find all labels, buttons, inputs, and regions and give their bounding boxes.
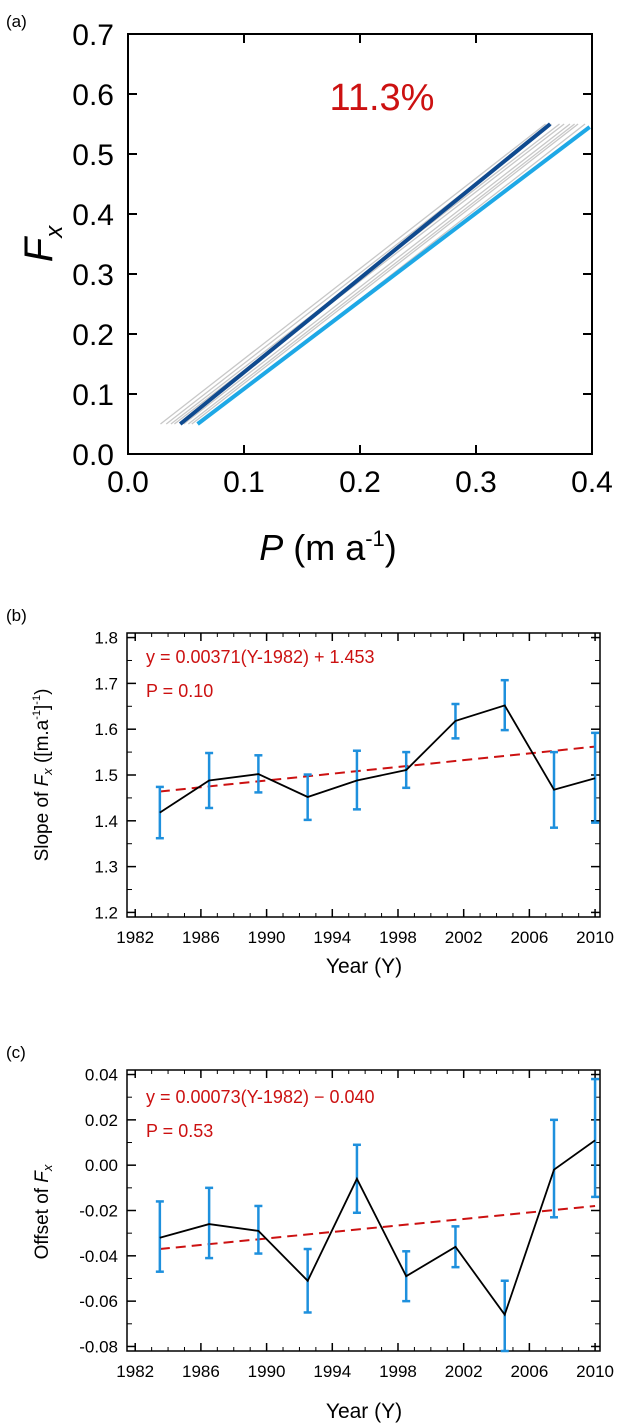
panel-a-light-blue-line [196, 125, 591, 426]
panel-c-x-tick-label: 1998 [379, 1362, 417, 1381]
panel-c-p-value: P = 0.53 [146, 1121, 213, 1141]
panel-a-gray-line [160, 123, 546, 425]
panel-b-data-line [159, 704, 596, 814]
panel-b-x-tick-label: 1998 [379, 928, 417, 947]
panel-b-x-axis-label: Year (Y) [326, 955, 402, 978]
panel-c-y-tick-label: 0.00 [85, 1156, 118, 1175]
panel-a-ticks: 0.0 0.1 0.2 0.3 0.4 0.0 0.1 0.2 0.3 0.4 0.5 0.6 0.7 [72, 19, 613, 499]
panel-a-y-tick-label: 0.4 [72, 199, 114, 232]
panel-c-x-tick-label: 2010 [576, 1362, 614, 1381]
panel-b-y-tick-label: 1.5 [94, 766, 118, 785]
panel-b-y-axis-label: Slope of Fx ([m.a-1]-1) [31, 689, 55, 862]
panel-a-y-tick-label: 0.2 [72, 319, 114, 352]
panel-c-error-bar [591, 1077, 600, 1199]
panel-a-y-tick-label: 0.6 [72, 79, 114, 112]
panel-b-y-tick-label: 1.7 [94, 674, 118, 693]
panel-c-x-tick-label: 1994 [313, 1362, 351, 1381]
panel-c-x-tick-label: 2002 [445, 1362, 483, 1381]
panel-c-x-tick-label: 2006 [510, 1362, 548, 1381]
panel-c-x-axis-label: Year (Y) [326, 1400, 402, 1423]
panel-a-y-tick-label: 0.7 [72, 19, 114, 52]
panel-b-p-value: P = 0.10 [146, 681, 213, 701]
panel-c-error-bar [550, 1118, 559, 1219]
panel-b-plot-frame [126, 632, 601, 918]
panel-b-x-tick-label: 1994 [313, 928, 351, 947]
panel-a-y-axis-label: Fx [17, 225, 68, 262]
panel-b-x-tick-label: 1990 [248, 928, 286, 947]
panel-b-x-tick-label: 2010 [576, 928, 614, 947]
panel-c-x-tick-label: 1990 [248, 1362, 286, 1381]
panel-c-x-tick-label: 1986 [182, 1362, 220, 1381]
panel-c-y-axis-label: Offset of Fx [32, 1164, 55, 1259]
panel-c-error-bar [155, 1200, 164, 1273]
panel-a-dark-blue-line [178, 122, 552, 426]
panel-b: (b) 1982 1986 1990 1994 1998 2002 2006 20101.21… [6, 606, 614, 978]
panel-a-x-tick-label: 0.2 [339, 466, 381, 499]
panel-c-y-tick-label: -0.06 [79, 1292, 118, 1311]
panel-a-x-axis-label: P (m a-1) [259, 526, 397, 568]
panel-c-error-bar [254, 1204, 263, 1255]
panel-c-trend-line [159, 1204, 596, 1251]
panel-b-x-tick-label: 2006 [510, 928, 548, 947]
panel-b-y-tick-label: 1.4 [94, 812, 118, 831]
panel-b-trend-line [159, 745, 596, 793]
panel-a-gray-line [191, 123, 579, 425]
panel-a-x-tick-label: 0.4 [571, 466, 613, 499]
panel-b-x-tick-label: 1986 [182, 928, 220, 947]
panel-c-data-line [159, 1139, 596, 1317]
panel-a: (a) 0.0 0.1 0.2 0.3 0.4 0.0 0.1 0.2 0.3 0.4 0.5 0.6… [6, 12, 613, 568]
panel-c-y-tick-label: -0.02 [79, 1202, 118, 1221]
panel-a-label: (a) [6, 12, 27, 31]
panel-a-y-tick-label: 0.3 [72, 259, 114, 292]
panel-a-gray-line [187, 123, 575, 425]
panel-a-gray-line [183, 123, 571, 425]
panel-c: (c) 1982 1986 1990 1994 1998 2002 2006 2010 -0.0… [6, 1043, 614, 1423]
panel-b-ticks: 1982 1986 1990 1994 1998 2002 2006 2010 1.2 1.3 1.… [94, 629, 614, 947]
panel-b-error-bar [591, 731, 600, 824]
panel-a-y-tick-label: 0.5 [72, 139, 114, 172]
panel-b-y-tick-label: 1.8 [94, 629, 118, 648]
panel-c-label: (c) [6, 1043, 26, 1062]
panel-b-series [155, 678, 600, 840]
panel-a-x-tick-label: 0.3 [455, 466, 497, 499]
panel-b-x-tick-label: 1982 [116, 928, 154, 947]
panel-a-x-tick-label: 0.1 [223, 466, 265, 499]
panel-c-series [155, 1077, 600, 1353]
panel-a-y-tick-label: 0.0 [72, 439, 114, 472]
panel-c-error-bar [205, 1186, 214, 1260]
panel-c-y-tick-label: 0.02 [85, 1111, 118, 1130]
panel-a-percent-annotation: 11.3% [330, 77, 435, 119]
panel-c-y-tick-label: -0.08 [79, 1337, 118, 1356]
panel-b-y-tick-label: 1.6 [94, 720, 118, 739]
panel-a-series [160, 122, 591, 426]
panel-b-y-tick-label: 1.3 [94, 858, 118, 877]
panel-c-x-tick-label: 1982 [116, 1362, 154, 1381]
panel-a-x-tick-label: 0.0 [107, 466, 149, 499]
panel-c-plot-frame [126, 1069, 601, 1352]
panel-b-y-tick-label: 1.2 [94, 903, 118, 922]
panel-a-y-tick-label: 0.1 [72, 379, 114, 412]
panel-b-equation: y = 0.00371(Y-1982) + 1.453 [146, 647, 375, 667]
panel-c-ticks: 1982 1986 1990 1994 1998 2002 2006 2010 -0.08 -0.… [79, 1066, 614, 1381]
panel-b-label: (b) [6, 606, 27, 625]
panel-c-equation: y = 0.00073(Y-1982) − 0.040 [146, 1087, 375, 1107]
panel-c-y-tick-label: -0.04 [79, 1247, 118, 1266]
panel-b-x-tick-label: 2002 [445, 928, 483, 947]
panel-c-y-tick-label: 0.04 [85, 1066, 118, 1085]
